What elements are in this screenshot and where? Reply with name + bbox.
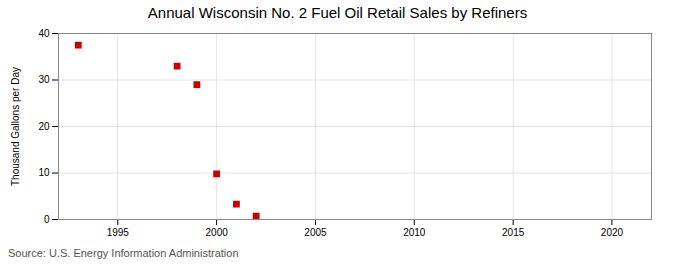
svg-text:2005: 2005 [304,227,327,238]
html-text:Annual Wisconsin No. 2 Fuel Oi: Annual Wisconsin No. 2 Fuel Oil Retail S… [147,4,528,21]
svg-text:2010: 2010 [403,227,426,238]
svg-text:2015: 2015 [502,227,525,238]
svg-text:1995: 1995 [107,227,130,238]
svg-text:0: 0 [44,214,50,225]
svg-text:10: 10 [38,167,50,178]
html-text:Source: U.S. Energy Informatio: Source: U.S. Energy Information Administ… [8,247,239,259]
svg-text:2000: 2000 [206,227,229,238]
svg-text:Thousand Gallons per Day: Thousand Gallons per Day [10,67,21,186]
svg-text:40: 40 [38,28,50,39]
svg-text:20: 20 [38,121,50,132]
svg-text:30: 30 [38,74,50,85]
svg-text:2020: 2020 [601,227,624,238]
